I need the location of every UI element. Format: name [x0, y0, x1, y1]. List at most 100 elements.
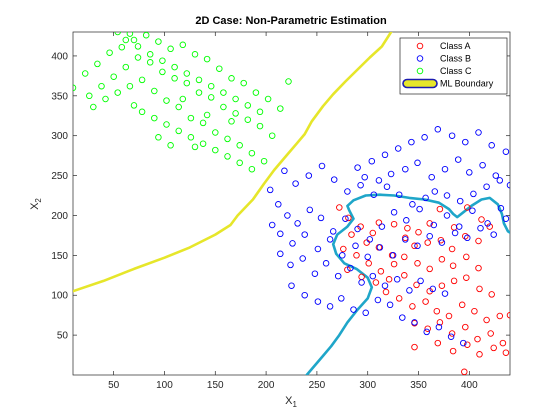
class-b-point [434, 126, 442, 133]
class-c-point [236, 142, 243, 149]
class-c-point [228, 75, 235, 82]
class-a-point [372, 279, 380, 286]
class-b-point [383, 183, 391, 190]
class-a-point [390, 220, 398, 228]
class-b-point [464, 234, 471, 242]
class-b-point [402, 236, 409, 243]
class-c-point [183, 70, 191, 77]
class-c-point [73, 84, 77, 92]
class-a-point [448, 245, 456, 253]
class-a-point [365, 260, 372, 267]
class-b-point [369, 272, 377, 280]
y-tick-label: 400 [51, 51, 68, 62]
class-b-point [496, 177, 504, 184]
class-c-point [98, 82, 105, 90]
class-c-point [277, 105, 284, 112]
class-c-point [126, 82, 134, 90]
class-c-point [220, 89, 227, 96]
x-axis-label: X1 [285, 395, 297, 409]
class-b-point [506, 181, 510, 189]
class-a-point [411, 242, 418, 250]
class-a-point [445, 312, 453, 320]
class-c-point [159, 57, 166, 64]
class-b-point [393, 276, 401, 283]
class-a-point [336, 204, 343, 211]
class-a-point [476, 285, 483, 293]
class-c-point [203, 55, 211, 63]
class-a-point [409, 303, 416, 310]
class-a-point [438, 256, 446, 263]
class-a-point [414, 260, 421, 267]
class-a-point [426, 220, 433, 227]
y-tick-label: 250 [51, 171, 68, 182]
class-a-point [471, 307, 478, 315]
class-b-point [381, 151, 389, 159]
class-b-point [287, 261, 294, 269]
class-b-point [411, 319, 418, 326]
class-b-point [477, 224, 484, 232]
legend-entries: Class A Class B Class C ML Boundary [402, 41, 494, 89]
class-a-point [340, 245, 347, 253]
class-a-point [449, 347, 457, 355]
legend-line-swatch [402, 78, 438, 89]
class-a-point [369, 229, 377, 237]
class-b-point [483, 183, 490, 190]
class-b-point [381, 282, 389, 289]
class-c-point [232, 95, 239, 103]
class-a-point [449, 262, 457, 269]
class-c-point [232, 110, 239, 117]
class-c-point [179, 95, 187, 103]
class-c-point [142, 32, 150, 39]
class-c-point [244, 116, 252, 123]
class-b-point [275, 201, 282, 208]
class-b-point [502, 148, 510, 155]
class-c-point [151, 114, 158, 122]
class-b-point [403, 217, 410, 224]
class-c-point [236, 159, 243, 167]
class-a-point [483, 316, 490, 324]
x-axis-ticks: 50 100 150 200 250 300 350 400 [108, 32, 478, 391]
class-c-point [183, 79, 191, 87]
class-c-point [224, 153, 231, 160]
class-c-point [203, 111, 211, 119]
class-a-point [462, 232, 469, 240]
class-a-point [463, 274, 470, 281]
class-c-point [240, 79, 247, 87]
class-b-point [301, 291, 308, 299]
class-a-point [434, 339, 442, 347]
class-b-point [268, 221, 276, 229]
class-b-point [289, 240, 296, 247]
legend-label: Class C [440, 66, 472, 76]
class-c-point [163, 97, 170, 104]
class-a-point [413, 281, 420, 289]
class-b-point [430, 221, 438, 229]
legend-marker [416, 42, 424, 50]
class-a-point [353, 252, 360, 259]
y-axis-label-main: X [29, 202, 41, 210]
class-b-point [429, 285, 437, 293]
class-c-point [81, 70, 89, 77]
legend-marker [416, 67, 424, 75]
class-b-point [299, 255, 306, 262]
class-b-point [358, 279, 365, 286]
class-b-point [386, 301, 394, 309]
class-c-point [122, 36, 130, 44]
class-b-point [426, 232, 433, 240]
class-b-point [364, 253, 371, 261]
class-b-point [455, 223, 463, 230]
class-b-point [447, 333, 455, 340]
class-b-point [314, 245, 322, 253]
legend-entry-ml-boundary: ML Boundary [402, 78, 494, 89]
class-c-point [187, 114, 195, 122]
class-b-point [334, 272, 342, 280]
class-a-point [464, 341, 471, 348]
x-tick-label: 150 [207, 380, 224, 391]
class-b-point [306, 206, 314, 214]
class-b-point [431, 188, 439, 195]
class-c-point [220, 103, 227, 111]
class-c-point [138, 76, 146, 84]
y-tick-label: 150 [51, 251, 68, 262]
class-a-point [436, 319, 444, 326]
y-axis-ticks: 50 100 150 200 250 300 350 400 [51, 51, 510, 342]
class-c-point [179, 41, 187, 49]
